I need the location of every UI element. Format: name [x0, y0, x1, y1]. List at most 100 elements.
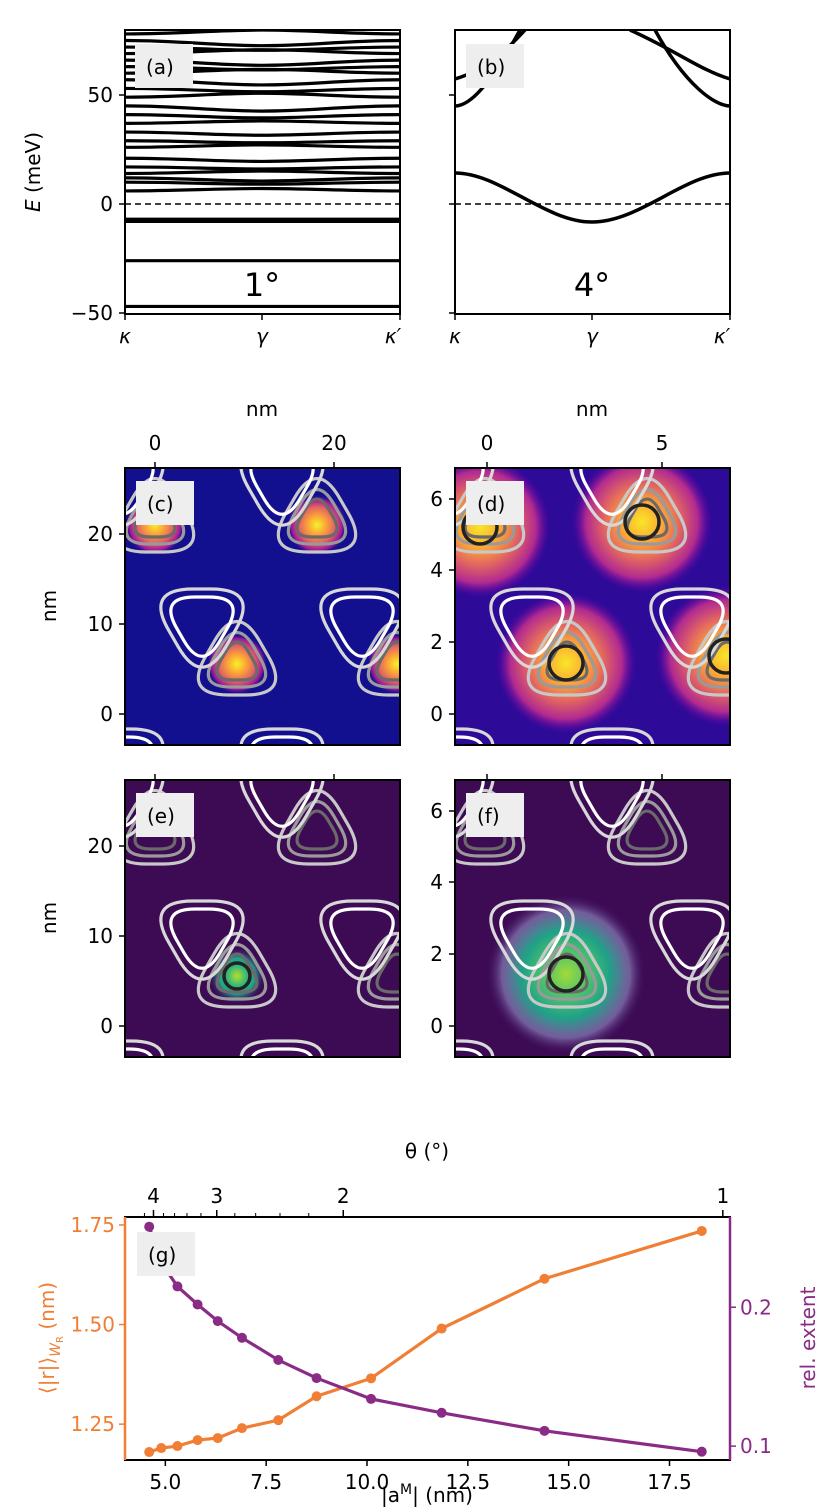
- panel-g-top-tick: 1: [716, 1184, 729, 1208]
- map-e-contour-white: [239, 780, 325, 839]
- panel-g-series-left-point: [366, 1373, 377, 1384]
- map-d-contour: [616, 487, 678, 546]
- maps-d-ytick: 6: [430, 487, 443, 511]
- panel-a: (a) 1° 50 0 −50 κ γ κ′ E (meV): [21, 29, 402, 348]
- maps-right-top-tick: 0: [481, 431, 494, 455]
- panel-g-series-right-point: [212, 1316, 223, 1327]
- panel-g-label: (g): [148, 1243, 176, 1267]
- map-e-contour: [375, 952, 400, 994]
- panel-g-ytick-right: 0.1: [740, 1434, 772, 1458]
- panel-g-series-right-point: [144, 1221, 155, 1232]
- map-f-contour-white: [569, 1039, 655, 1057]
- map-f-contour-white: [499, 907, 565, 970]
- map-c-contour-white: [319, 587, 400, 669]
- map-d-contour: [545, 640, 589, 682]
- map-d-density-spot: [656, 586, 730, 726]
- panel-g-series-left-point: [144, 1447, 155, 1458]
- panel-a-band: [125, 165, 400, 171]
- map-c-contour-white: [125, 727, 165, 745]
- panel-a-band: [125, 139, 400, 145]
- map-d-contour: [536, 630, 598, 689]
- map-d-contour-white: [821, 597, 830, 656]
- panel-a-band: [125, 169, 400, 176]
- map-e-contour: [125, 789, 196, 866]
- maps-d-ytick: 2: [430, 630, 443, 654]
- map-d-contour: [705, 640, 730, 682]
- panel-a-band: [125, 180, 400, 186]
- panel-b-xtick: κ′: [714, 324, 731, 348]
- panel-a-ytick: 0: [100, 192, 113, 216]
- map-c-contour-white: [239, 727, 325, 745]
- panel-g-top-tick: 4: [147, 1184, 160, 1208]
- maps-left-yaxis: 20 10 0 nm 20 10 0 nm: [37, 522, 125, 1038]
- map-f-contour-white: [741, 1049, 803, 1108]
- map-c-contour-white: [159, 587, 245, 669]
- panel-g-series-left-point: [212, 1433, 223, 1444]
- map-e-contour: [295, 809, 339, 851]
- map-d-contour-white: [741, 737, 803, 796]
- map-d-density-spot: [496, 593, 636, 733]
- map-c-contour: [206, 630, 268, 689]
- panel-g-series-right-point: [172, 1281, 183, 1292]
- panel-g-series-left-point: [156, 1443, 167, 1454]
- map-e-contour: [206, 942, 268, 1001]
- panel-b-xtick: κ: [449, 324, 461, 348]
- map-e-contour-white: [249, 780, 315, 828]
- panel-g-series-left-point: [236, 1423, 247, 1434]
- panel-g-series-left-point: [696, 1225, 707, 1236]
- map-f-contour: [536, 942, 598, 1001]
- panel-g-ytick-left: 1.25: [70, 1412, 115, 1436]
- panel-g-series-left-point: [192, 1435, 203, 1446]
- map-d-contour-white: [499, 595, 565, 658]
- panel-g-series-right-point: [539, 1425, 550, 1436]
- panel-g-xlabel: |aM| (nm): [381, 1482, 473, 1507]
- map-d-contour-white: [580, 735, 644, 745]
- map-f-contour-white: [821, 909, 830, 968]
- maps-c-ytick: 0: [100, 702, 113, 726]
- panel-g-ytick-left: 1.75: [70, 1213, 115, 1237]
- panel-a-ylabel: E (meV): [21, 132, 45, 212]
- maps-e-ylabel: nm: [37, 902, 61, 934]
- map-f-contour-white: [729, 1054, 730, 1057]
- panel-b: (b) 4° κ γ κ′: [449, 29, 731, 348]
- panel-g-top-tick: 3: [210, 1184, 223, 1208]
- map-d-contour-white: [741, 455, 803, 514]
- maps-e-ytick: 10: [88, 924, 113, 948]
- maps-left-top-tick: 0: [149, 431, 162, 455]
- panel-g-xtick: 10.0: [345, 1470, 390, 1494]
- maps-c-ylabel: nm: [37, 590, 61, 622]
- maps-c-ytick: 10: [88, 612, 113, 636]
- maps-left-top-axis-label: nm: [246, 397, 278, 421]
- map-d-contour-white: [659, 595, 725, 658]
- map-e-contour-white: [125, 1039, 165, 1057]
- map-c-contour: [375, 640, 400, 682]
- panel-g-plot: [144, 1221, 707, 1458]
- maps-right-top-axis-label: nm: [576, 397, 608, 421]
- panel-g-ylabel-left: ⟨|r|⟩WR (nm): [35, 1282, 66, 1394]
- map-c-contour: [215, 640, 259, 682]
- panel-g-series-right-point: [192, 1299, 203, 1310]
- map-f-ring: [547, 955, 585, 993]
- panel-g-series-right-point: [273, 1355, 284, 1366]
- map-e-contour-white: [319, 899, 400, 981]
- map-d-density-spot: [572, 468, 712, 592]
- panel-g: (g) θ (°) |aM| (nm) ⟨|r|⟩WR (nm) rel. ex…: [35, 1139, 820, 1507]
- panel-g-series-right-point: [696, 1446, 707, 1457]
- panel-a-band: [125, 113, 400, 120]
- panel-g-xtick: 12.5: [446, 1470, 491, 1494]
- map-d-contour-white: [729, 468, 730, 472]
- map-d-contour-white: [569, 468, 655, 527]
- panel-g-ytick-left: 1.50: [70, 1313, 115, 1337]
- panel-a-ytick: −50: [71, 301, 113, 325]
- panel-b-band: [629, 30, 730, 81]
- map-c-contour-white: [250, 735, 314, 745]
- panel-a-xtick: γ: [256, 324, 269, 348]
- panel-a-band: [125, 156, 400, 164]
- map-f-contour-white: [569, 780, 655, 839]
- panel-g-ytick-right: 0.2: [740, 1295, 772, 1319]
- panel-a-band: [125, 104, 400, 113]
- panel-g-series-right-point: [236, 1332, 247, 1343]
- panel-g-series-right-point: [311, 1373, 322, 1384]
- maps-right-top-tick: 5: [656, 431, 669, 455]
- panel-a-xtick: κ: [119, 324, 131, 348]
